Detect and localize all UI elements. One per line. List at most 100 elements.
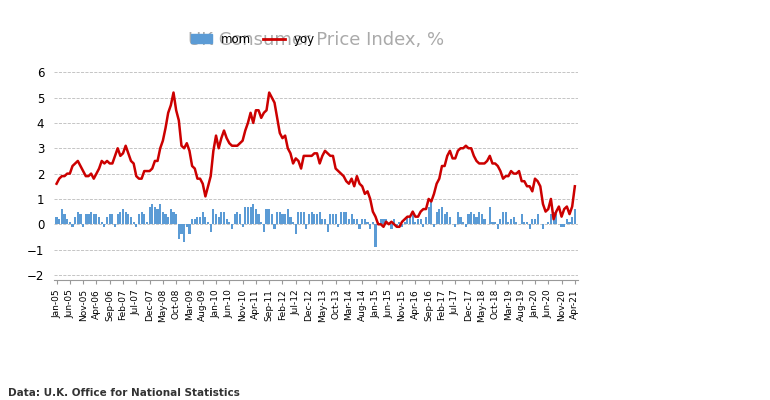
- Bar: [69, 222, 71, 224]
- Bar: [226, 219, 228, 224]
- Bar: [233, 214, 236, 224]
- Bar: [363, 219, 366, 224]
- Bar: [353, 219, 355, 224]
- Bar: [330, 214, 331, 224]
- Bar: [409, 217, 411, 224]
- Bar: [239, 214, 241, 224]
- Bar: [95, 214, 98, 224]
- Bar: [146, 222, 148, 224]
- Bar: [473, 214, 475, 224]
- Bar: [420, 219, 422, 224]
- Bar: [154, 206, 156, 224]
- Bar: [454, 224, 457, 227]
- Bar: [268, 209, 270, 224]
- Bar: [475, 217, 477, 224]
- Bar: [401, 224, 403, 227]
- Bar: [290, 217, 292, 224]
- Text: FxPro: FxPro: [629, 65, 720, 92]
- Bar: [547, 222, 549, 224]
- Bar: [524, 222, 525, 224]
- Bar: [119, 212, 122, 224]
- Bar: [521, 214, 523, 224]
- Bar: [566, 219, 568, 224]
- Bar: [77, 212, 79, 224]
- Bar: [553, 212, 554, 224]
- Bar: [273, 224, 276, 229]
- Bar: [367, 222, 369, 224]
- Bar: [209, 224, 212, 232]
- Bar: [244, 206, 246, 224]
- Bar: [247, 206, 249, 224]
- Bar: [324, 219, 326, 224]
- Bar: [310, 212, 313, 224]
- Bar: [480, 214, 483, 224]
- Bar: [132, 222, 135, 224]
- Bar: [196, 217, 199, 224]
- Bar: [502, 212, 504, 224]
- Bar: [159, 204, 161, 224]
- Bar: [263, 224, 265, 232]
- Bar: [343, 212, 345, 224]
- Bar: [63, 214, 65, 224]
- Bar: [356, 219, 358, 224]
- Bar: [446, 212, 448, 224]
- Bar: [141, 212, 142, 224]
- Bar: [436, 212, 437, 224]
- Bar: [169, 209, 172, 224]
- Bar: [412, 214, 413, 224]
- Bar: [306, 224, 307, 229]
- Title: UK Consumer Price Index, %: UK Consumer Price Index, %: [188, 31, 444, 49]
- Bar: [112, 214, 113, 224]
- Bar: [82, 224, 84, 227]
- Bar: [162, 212, 164, 224]
- Bar: [55, 217, 58, 224]
- Bar: [484, 219, 486, 224]
- Bar: [313, 214, 316, 224]
- Bar: [444, 214, 446, 224]
- Bar: [374, 224, 377, 247]
- Bar: [467, 214, 470, 224]
- Bar: [550, 214, 552, 224]
- Bar: [59, 219, 60, 224]
- Bar: [242, 224, 243, 227]
- Bar: [213, 209, 214, 224]
- Bar: [345, 212, 347, 224]
- Bar: [462, 222, 464, 224]
- Bar: [340, 212, 342, 224]
- Bar: [281, 214, 283, 224]
- Bar: [494, 222, 496, 224]
- Bar: [103, 224, 105, 227]
- Bar: [143, 214, 146, 224]
- Bar: [403, 222, 406, 224]
- Bar: [180, 224, 182, 234]
- Bar: [507, 222, 510, 224]
- Bar: [359, 224, 360, 229]
- Bar: [460, 217, 462, 224]
- Bar: [361, 219, 363, 224]
- Bar: [497, 224, 499, 229]
- Bar: [151, 204, 153, 224]
- Bar: [255, 209, 257, 224]
- Bar: [156, 209, 159, 224]
- Bar: [66, 219, 69, 224]
- Bar: [279, 212, 281, 224]
- Bar: [510, 219, 512, 224]
- Bar: [390, 224, 393, 229]
- Bar: [574, 209, 576, 224]
- Bar: [165, 214, 166, 224]
- Bar: [348, 219, 350, 224]
- Bar: [515, 222, 517, 224]
- Bar: [414, 222, 417, 224]
- Bar: [542, 224, 544, 229]
- Bar: [271, 214, 273, 224]
- Bar: [122, 209, 124, 224]
- Bar: [186, 224, 188, 227]
- Bar: [149, 206, 151, 224]
- Bar: [189, 224, 190, 234]
- Bar: [266, 209, 268, 224]
- Bar: [207, 222, 209, 224]
- Bar: [79, 214, 82, 224]
- Bar: [372, 222, 374, 224]
- Bar: [292, 222, 294, 224]
- Bar: [257, 214, 259, 224]
